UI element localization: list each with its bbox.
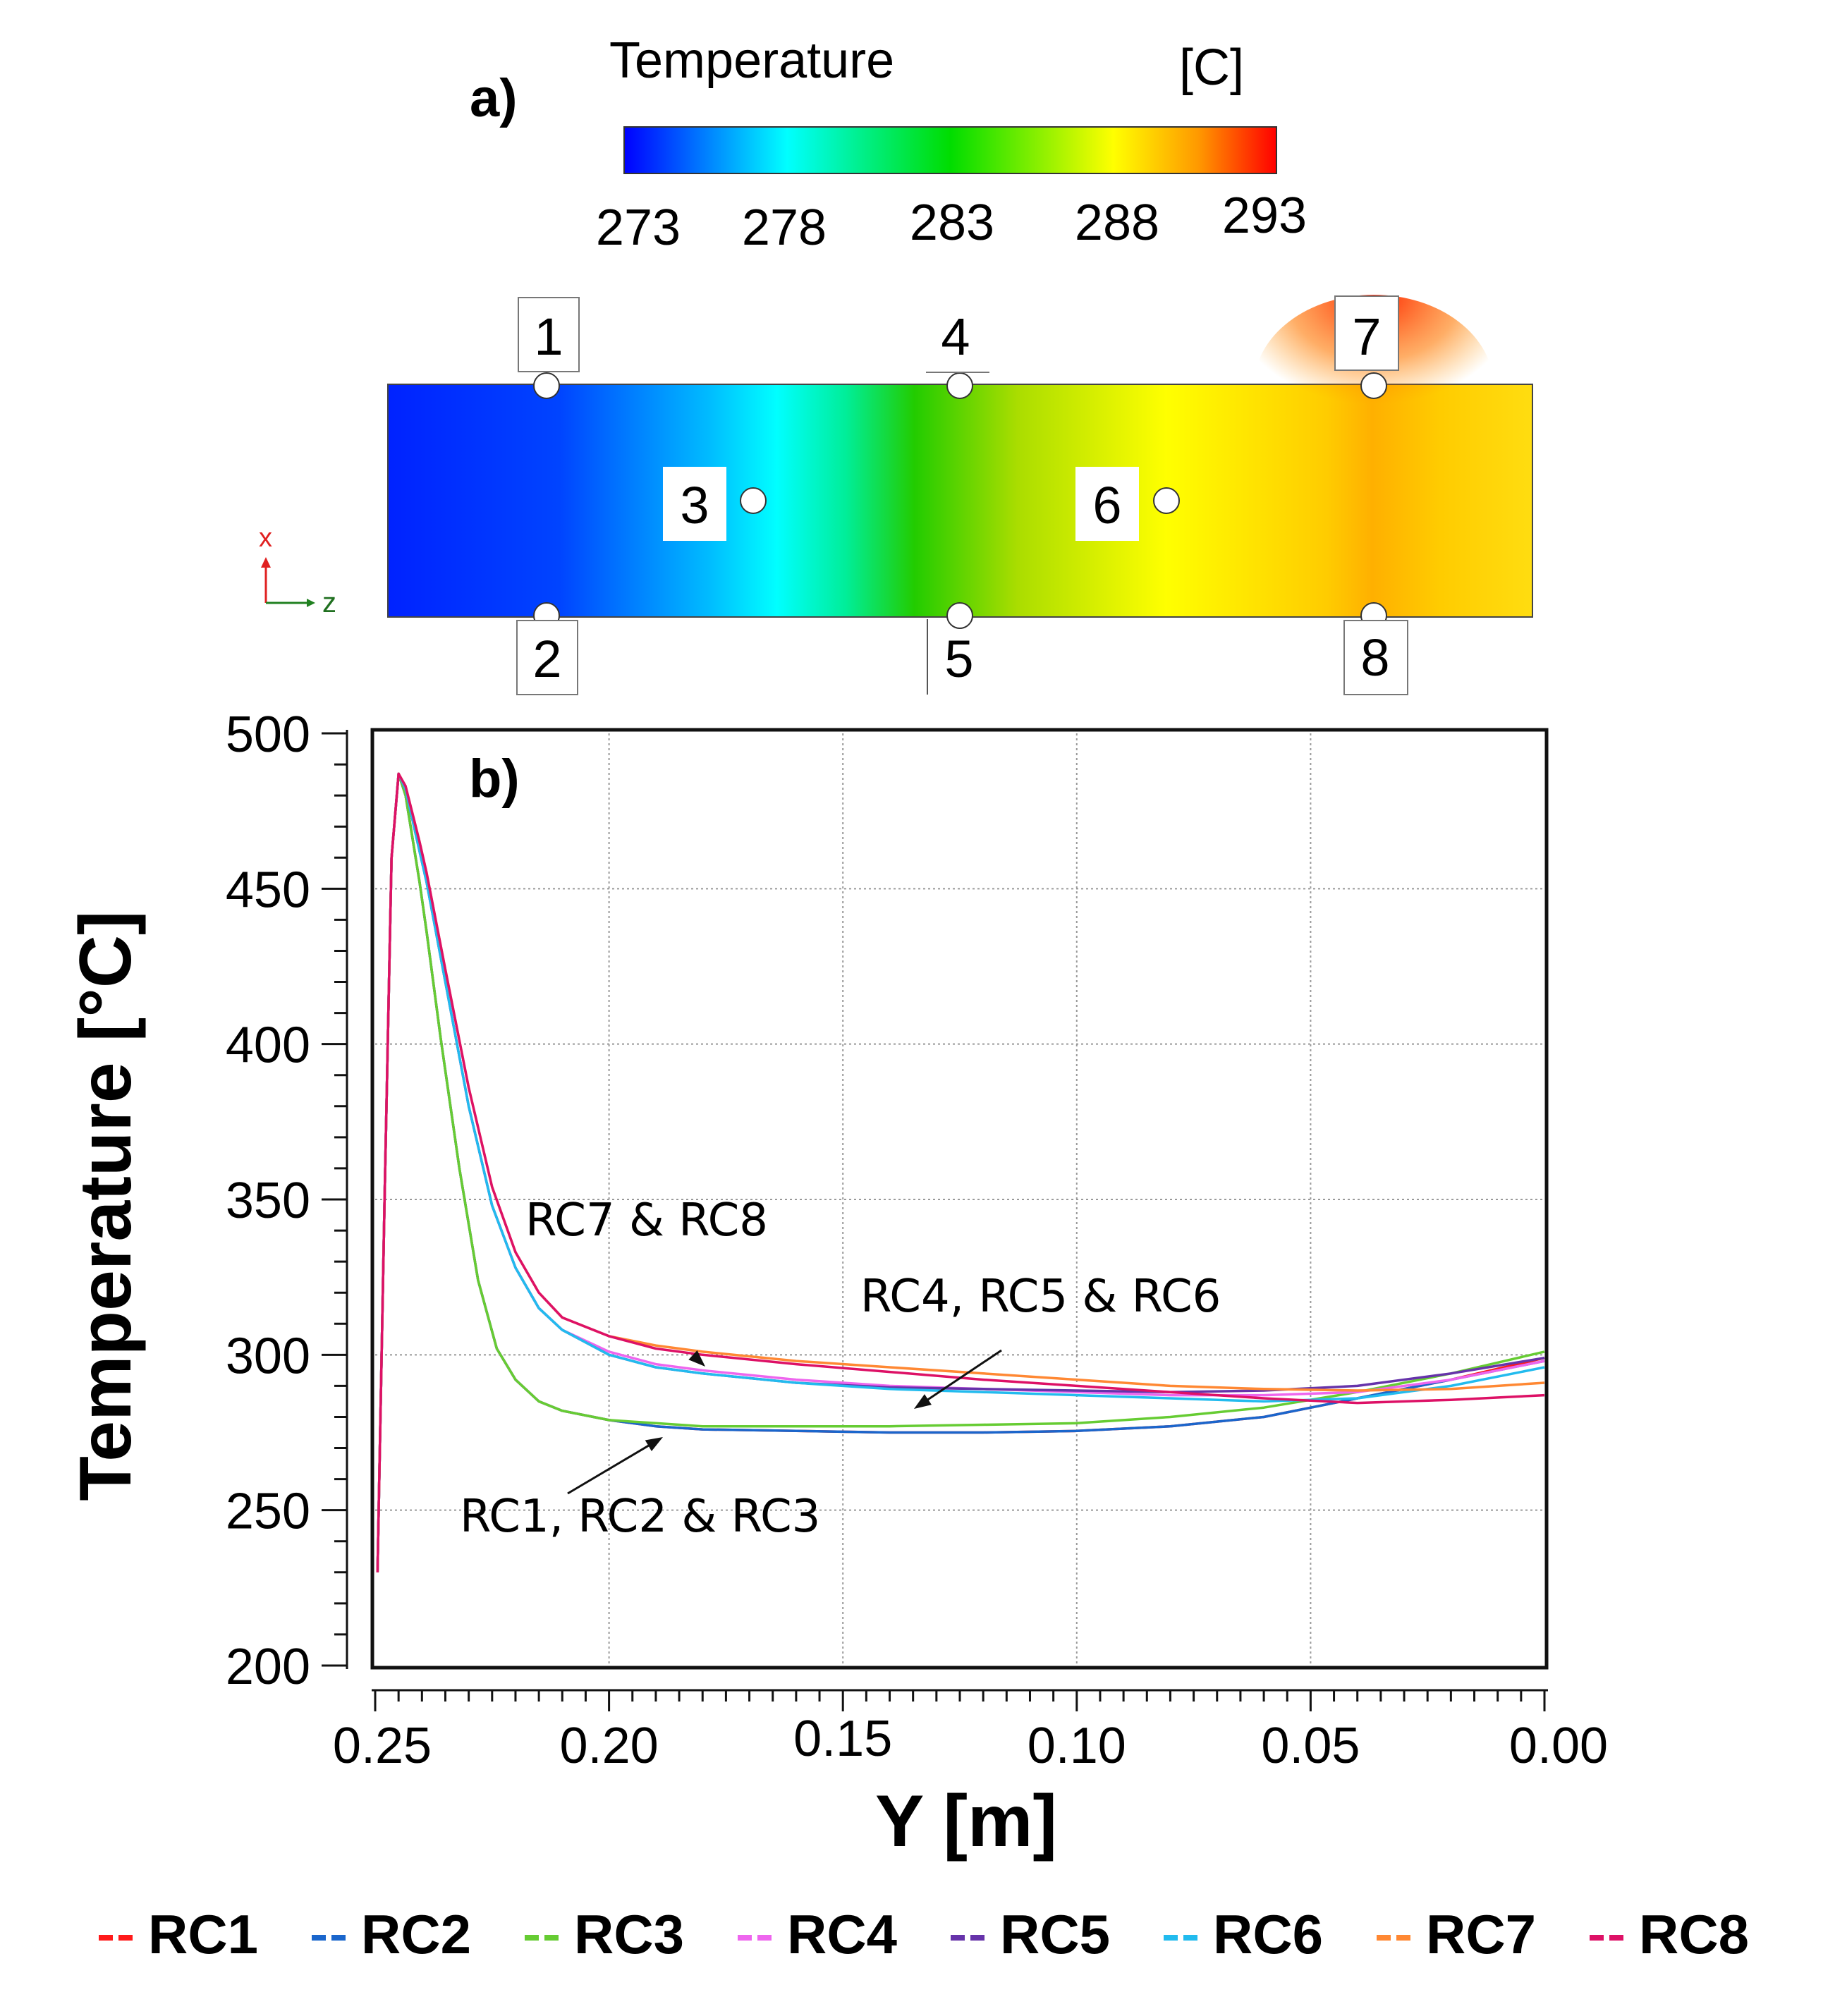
axis-z-letter: z: [322, 587, 336, 618]
sensor-label-8: 8: [1343, 620, 1408, 695]
y-tick-label-300: 300: [226, 1328, 310, 1384]
axis-x-letter: x: [259, 523, 272, 553]
gridlines: [375, 733, 1544, 1666]
x-tick-label-0.25: 0.25: [333, 1718, 432, 1774]
svg-text:5: 5: [944, 630, 973, 688]
sensor-hole-3: [740, 487, 767, 514]
sensor-label-2: 2: [516, 620, 578, 695]
legend: RC1 RC2 RC3 RC4 RC5 RC6 RC7 RC8: [99, 1903, 1749, 1965]
svg-text:3: 3: [680, 476, 709, 534]
sensor-label-7: 7: [1334, 295, 1399, 371]
x-tick-label-0.20: 0.20: [560, 1718, 659, 1774]
legend-label-rc8: RC8: [1639, 1903, 1749, 1965]
annotation-arrow-2: [922, 1349, 1002, 1404]
legend-label-rc1: RC1: [148, 1903, 258, 1965]
legend-label-rc2: RC2: [361, 1903, 471, 1965]
y-axis: 200 250 300 350 400 450 500: [226, 707, 348, 1695]
sensor-hole-1: [533, 372, 560, 399]
panel-a: a) Temperature [C] 273 278 283 288 293 1…: [259, 32, 1533, 695]
sensor-hole-5: [946, 602, 973, 629]
legend-label-rc6: RC6: [1213, 1903, 1323, 1965]
annotation-arrowhead-3: [645, 1437, 663, 1451]
sensor-label-4: 4: [926, 303, 989, 373]
annotation-arrowhead-1: [688, 1350, 705, 1367]
series-line-rc3: [376, 772, 1545, 1572]
sensor-hole-6: [1153, 487, 1180, 514]
legend-label-rc4: RC4: [787, 1903, 897, 1965]
colorbar-tick-293: 293: [1222, 188, 1307, 244]
series-lines: [376, 772, 1545, 1572]
sensor-label-1: 1: [518, 297, 580, 372]
x-tick-label-0.05: 0.05: [1261, 1718, 1360, 1774]
panel-a-label: a): [470, 68, 518, 128]
legend-label-rc5: RC5: [1000, 1903, 1110, 1965]
x-tick-label-0.00: 0.00: [1509, 1718, 1608, 1774]
legend-label-rc3: RC3: [574, 1903, 684, 1965]
sensor-hole-4: [946, 372, 973, 399]
series-line-rc8: [376, 772, 1545, 1572]
x-axis-title: Y [m]: [875, 1780, 1057, 1862]
annotation-arrowhead-2: [914, 1394, 932, 1409]
colorbar-unit: [C]: [1179, 39, 1244, 96]
panel-b-label: b): [469, 749, 520, 809]
y-tick-label-200: 200: [226, 1639, 310, 1695]
x-axis: 0.25 0.20 0.15 0.10 0.05 0.00: [333, 1689, 1608, 1774]
svg-text:6: 6: [1092, 476, 1121, 534]
y-axis-title: Temperature [°C]: [65, 910, 147, 1501]
y-tick-label-400: 400: [226, 1018, 310, 1074]
y-tick-label-500: 500: [226, 707, 310, 763]
svg-text:7: 7: [1352, 307, 1381, 366]
annotation-arrow-3: [567, 1441, 654, 1495]
colorbar: [623, 126, 1277, 174]
sensor-label-5: 5: [927, 619, 974, 695]
y-tick-label-250: 250: [226, 1484, 310, 1540]
colorbar-tick-283: 283: [910, 195, 994, 251]
y-tick-label-450: 450: [226, 862, 310, 918]
sensor-label-3: 3: [663, 467, 726, 541]
sensor-label-6: 6: [1075, 467, 1139, 541]
colorbar-tick-288: 288: [1075, 195, 1159, 251]
legend-label-rc7: RC7: [1426, 1903, 1536, 1965]
svg-text:1: 1: [534, 307, 563, 366]
colorbar-title: Temperature: [609, 32, 894, 89]
axis-triad: x z: [259, 523, 336, 618]
annotation-3: RC1, RC2 & RC3: [460, 1491, 820, 1543]
sensor-hole-7: [1360, 372, 1387, 399]
svg-text:2: 2: [532, 630, 561, 688]
annotations: RC7 & RC8 RC4, RC5 & RC6 RC1, RC2 & RC3: [460, 1195, 1221, 1543]
svg-text:4: 4: [941, 307, 970, 366]
colorbar-tick-278: 278: [742, 200, 827, 256]
annotation-1: RC7 & RC8: [525, 1195, 768, 1247]
colorbar-tick-273: 273: [596, 200, 681, 256]
y-tick-label-350: 350: [226, 1173, 310, 1229]
svg-text:8: 8: [1360, 628, 1389, 687]
x-tick-label-0.10: 0.10: [1028, 1718, 1126, 1774]
x-tick-label-0.15: 0.15: [793, 1711, 892, 1767]
annotation-2: RC4, RC5 & RC6: [860, 1271, 1221, 1323]
